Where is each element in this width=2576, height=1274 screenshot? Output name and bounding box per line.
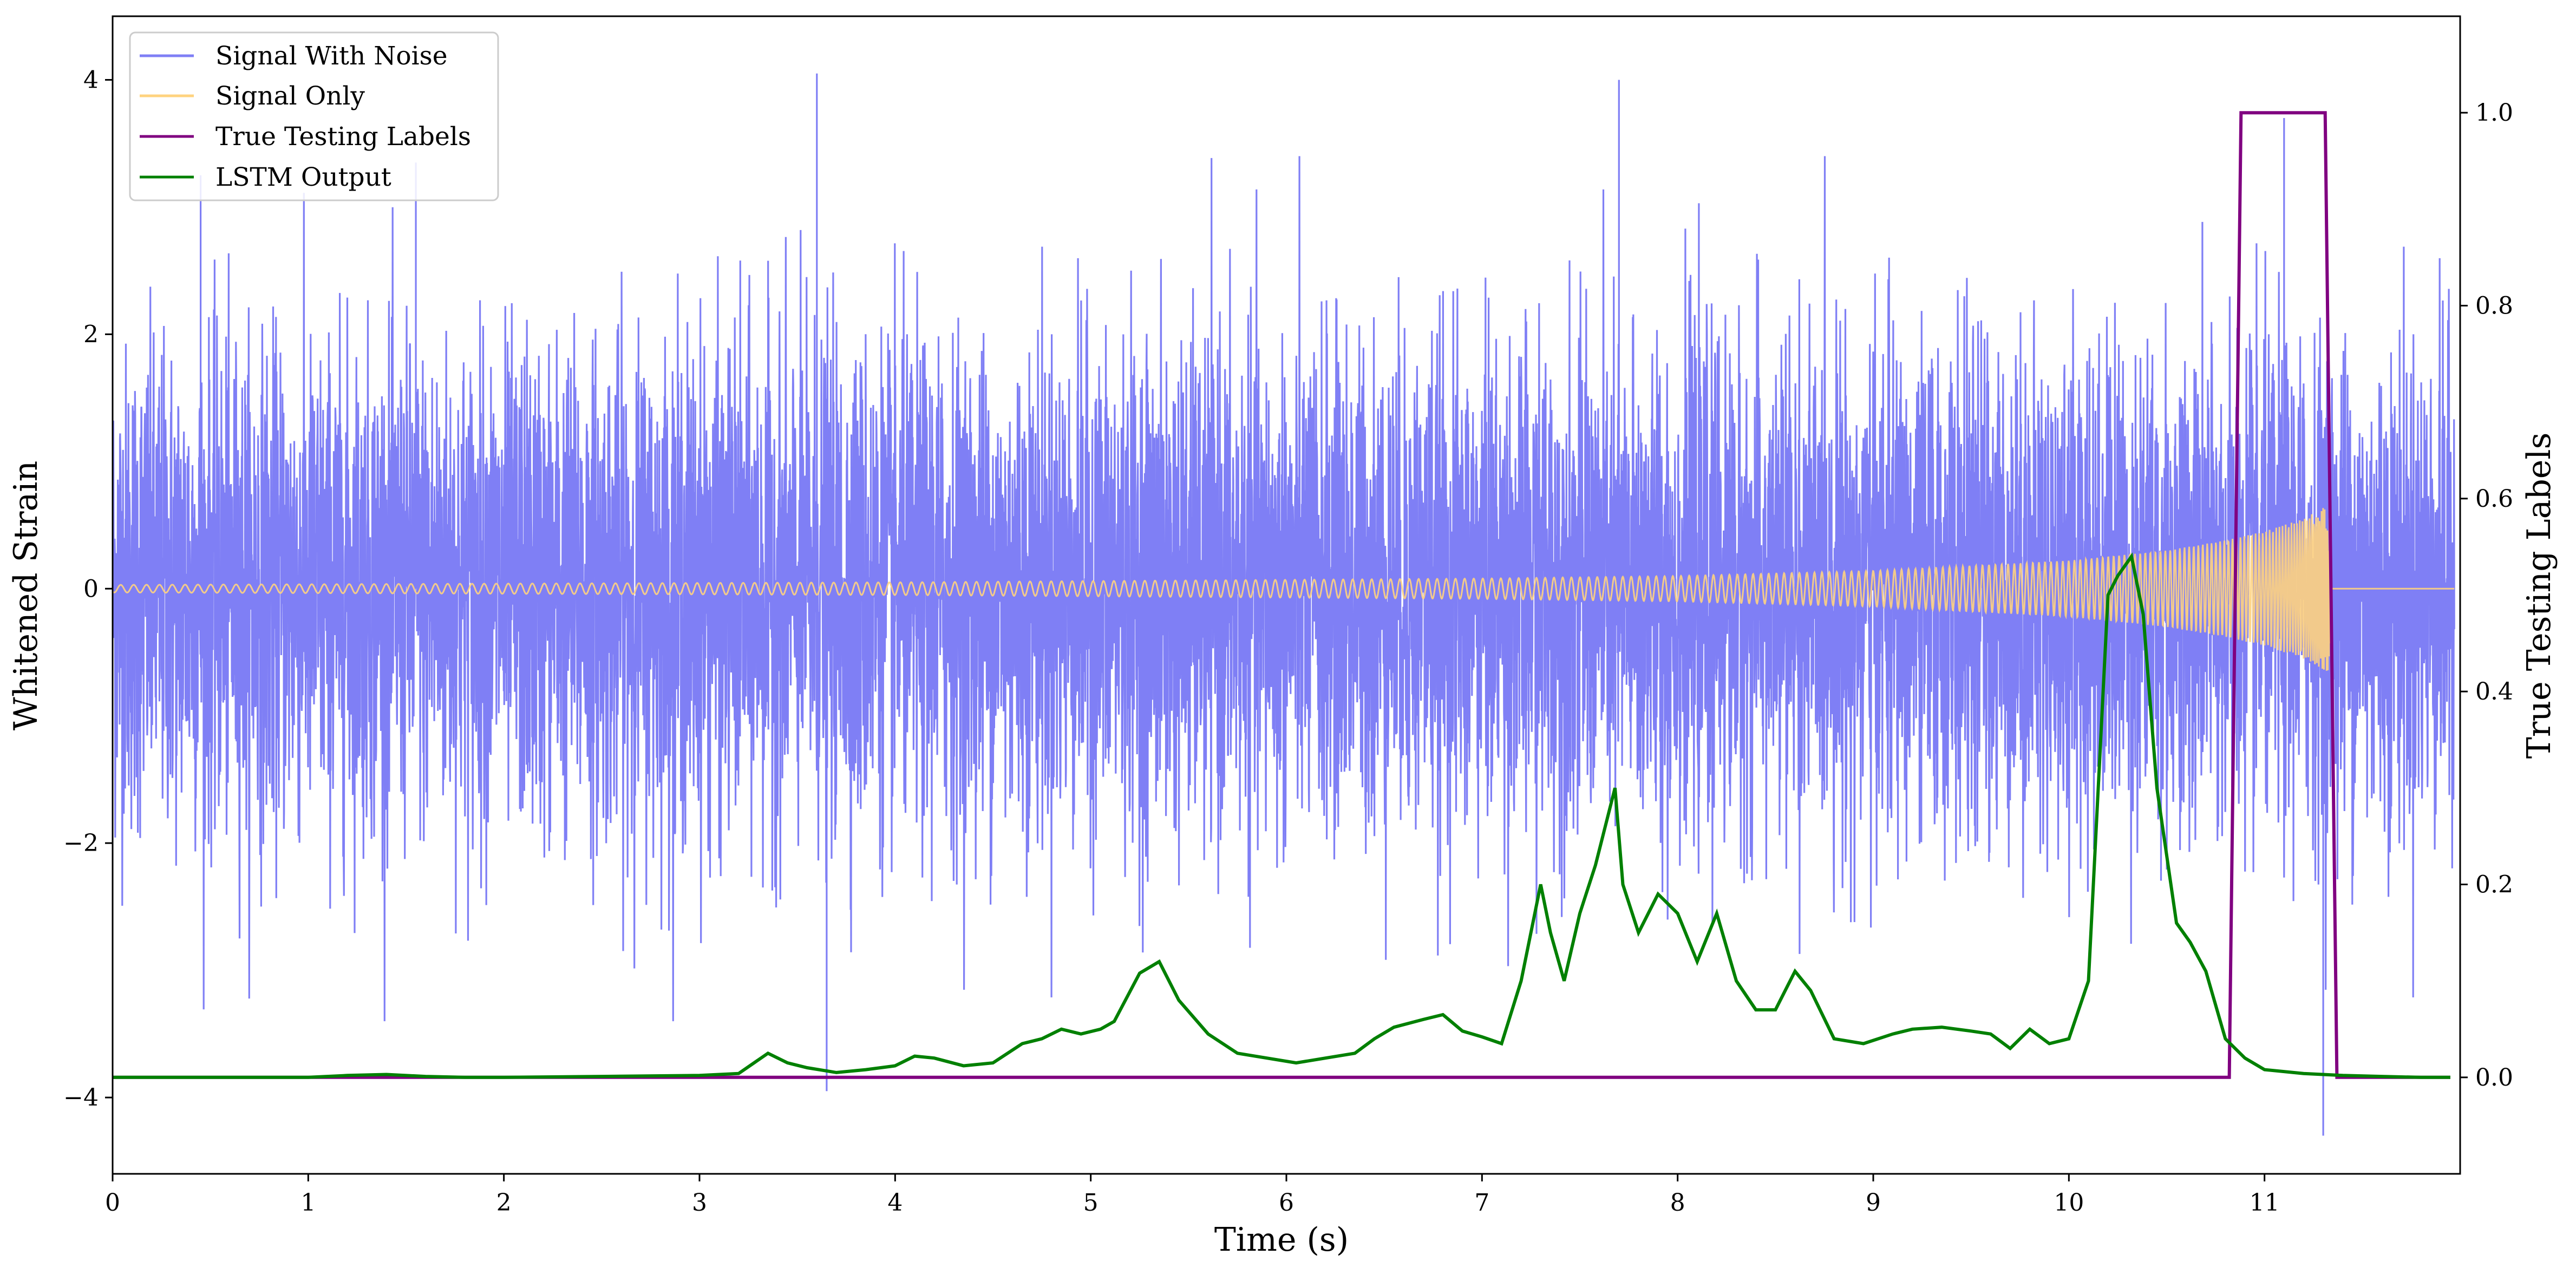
x-tick-label: 5 (1083, 1189, 1099, 1217)
y-axis-label-left: Whitened Strain (7, 461, 45, 730)
x-tick-label: 6 (1279, 1189, 1294, 1217)
y-right-tick-label: 0.0 (2475, 1064, 2513, 1092)
legend-label-signal-only: Signal Only (215, 81, 365, 111)
series-lstm-output (113, 552, 2450, 1079)
ticks-layer: 0 1 2 3 4 5 6 7 8 9 10 11 −4 −2 0 2 4 0.0 0.2 0.4 0.6 0.8 1.0 (63, 66, 2513, 1217)
legend: Signal With Noise Signal Only True Testi… (129, 31, 499, 201)
legend-label-lstm-output: LSTM Output (215, 162, 391, 192)
x-tick-label: 0 (105, 1189, 120, 1217)
x-tick-label: 9 (1866, 1189, 1881, 1217)
x-axis-label: Time (s) (1214, 1221, 1349, 1259)
y-left-tick-label: 0 (83, 575, 99, 603)
series-signal-with-noise (113, 73, 2455, 1136)
x-tick-label: 1 (300, 1189, 316, 1217)
x-tick-label: 4 (887, 1189, 903, 1217)
y-left-tick-label: 2 (83, 321, 99, 348)
x-tick-label: 2 (496, 1189, 512, 1217)
y-left-tick-label: −2 (63, 829, 99, 857)
y-right-tick-label: 0.8 (2475, 292, 2513, 320)
series-signal-only (113, 508, 2455, 671)
y-left-tick-label: 4 (83, 66, 99, 94)
x-tick-label: 8 (1670, 1189, 1685, 1217)
y-left-tick-label: −4 (63, 1084, 99, 1112)
y-right-tick-label: 1.0 (2475, 99, 2513, 127)
legend-box (129, 31, 499, 201)
y-right-tick-label: 0.6 (2475, 485, 2513, 513)
legend-label-signal-with-noise: Signal With Noise (215, 41, 448, 71)
x-tick-label: 11 (2250, 1189, 2280, 1217)
x-tick-label: 3 (692, 1189, 707, 1217)
y-right-tick-label: 0.2 (2475, 871, 2513, 899)
y-axis-label-right: True Testing Labels (2520, 433, 2558, 759)
legend-label-true-testing-labels: True Testing Labels (215, 122, 471, 152)
series-layer (113, 73, 2455, 1136)
y-right-tick-label: 0.4 (2475, 678, 2513, 705)
x-tick-label: 10 (2054, 1189, 2084, 1217)
x-tick-label: 7 (1474, 1189, 1489, 1217)
